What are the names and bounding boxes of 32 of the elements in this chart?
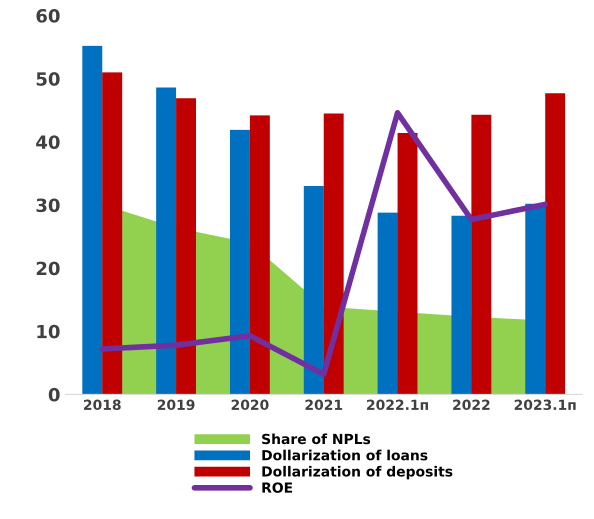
x-tick-label: 2020	[232, 400, 269, 410]
bar	[451, 216, 472, 394]
bar	[525, 204, 546, 394]
y-tick-label: 30	[36, 198, 60, 212]
bar	[156, 88, 176, 394]
x-tick-label: 2018	[84, 400, 121, 410]
bar	[250, 115, 270, 394]
bar	[378, 212, 398, 394]
bar	[324, 113, 344, 394]
legend-label: Dollarization of loans	[262, 450, 428, 460]
x-tick-label: 2022	[453, 400, 490, 410]
x-tick-label: 2019	[158, 400, 195, 410]
y-tick-label: 40	[36, 135, 60, 149]
x-tick-label: 2021	[306, 400, 342, 410]
bar	[545, 93, 566, 394]
legend-label: Share of NPLs	[262, 433, 370, 444]
y-tick-label: 60	[36, 9, 60, 23]
y-tick-label: 50	[36, 72, 60, 86]
bar	[82, 46, 102, 394]
legend-label: ROE	[262, 482, 292, 493]
bar	[102, 72, 122, 394]
y-tick-label: 0	[48, 388, 60, 402]
y-tick-label: 20	[36, 262, 60, 276]
legend-label: Dollarization of deposits	[262, 466, 452, 480]
bar	[471, 114, 492, 394]
x-tick-label: 2022.1п	[367, 400, 428, 410]
y-tick-label: 10	[37, 324, 60, 338]
x-tick-label: 2023.1п	[514, 400, 576, 410]
bar	[398, 133, 418, 394]
bar	[230, 130, 250, 394]
bar	[304, 186, 324, 394]
bar	[176, 98, 196, 394]
